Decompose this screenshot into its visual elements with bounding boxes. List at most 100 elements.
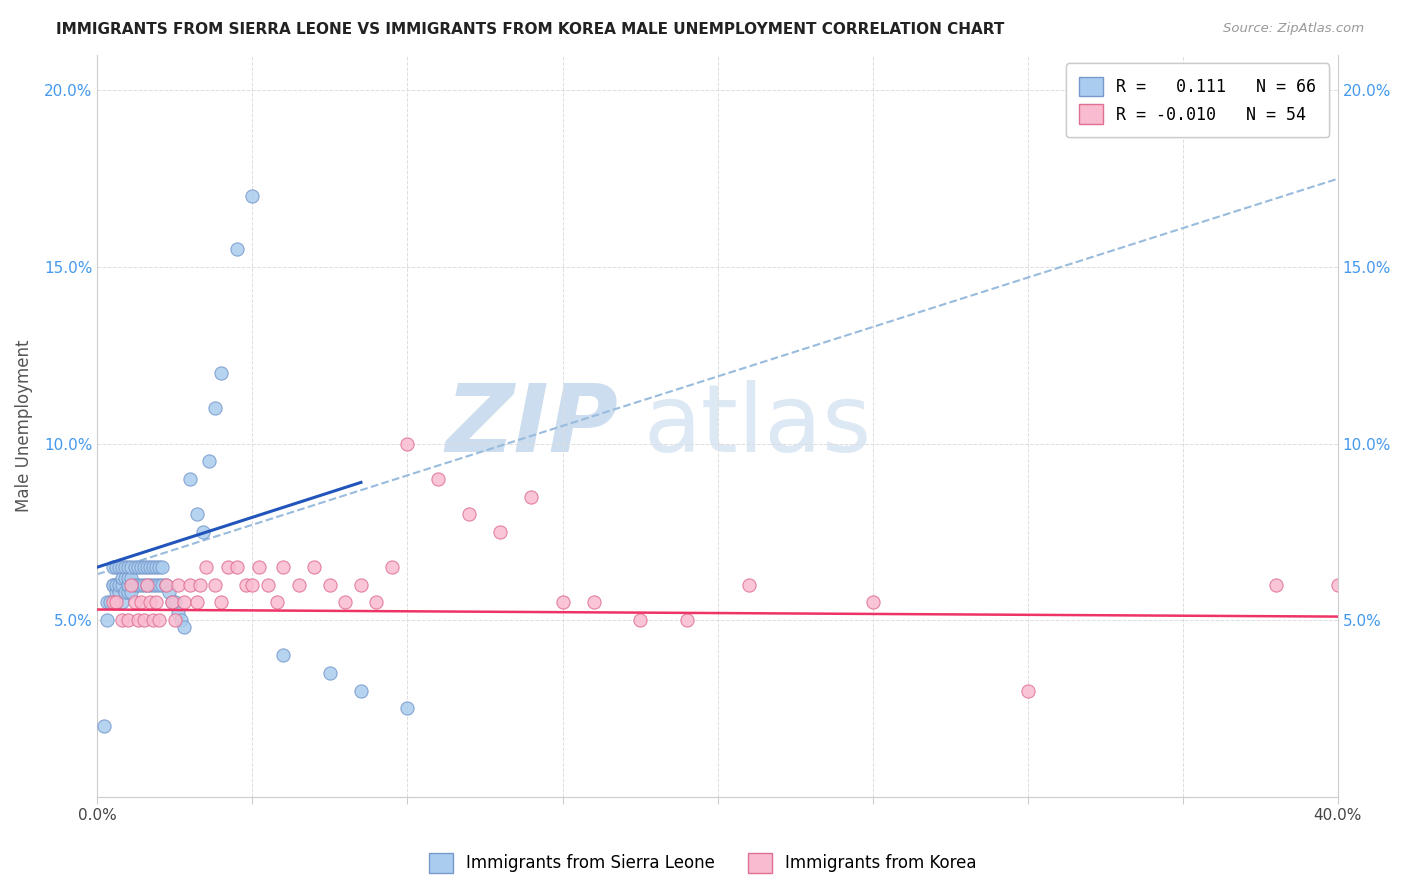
Point: [396, 701, 419, 715]
Point: [120, 578, 142, 592]
Point: [209, 366, 232, 380]
Point: [117, 571, 139, 585]
Point: [142, 613, 165, 627]
Point: [217, 560, 239, 574]
Point: [108, 560, 131, 574]
Point: [114, 560, 136, 574]
Point: [120, 560, 142, 574]
Point: [136, 578, 159, 592]
Point: [120, 585, 142, 599]
Point: [257, 578, 280, 592]
Point: [145, 560, 167, 574]
Point: [319, 666, 342, 681]
Point: [191, 524, 214, 539]
Point: [1017, 683, 1039, 698]
Text: atlas: atlas: [643, 380, 872, 472]
Point: [160, 595, 183, 609]
Point: [111, 578, 134, 592]
Point: [1326, 578, 1348, 592]
Text: Source: ZipAtlas.com: Source: ZipAtlas.com: [1223, 22, 1364, 36]
Point: [114, 571, 136, 585]
Point: [136, 578, 159, 592]
Point: [335, 595, 357, 609]
Point: [104, 578, 127, 592]
Point: [173, 620, 195, 634]
Y-axis label: Male Unemployment: Male Unemployment: [15, 340, 32, 512]
Point: [139, 578, 162, 592]
Point: [396, 436, 419, 450]
Text: ZIP: ZIP: [446, 380, 619, 472]
Point: [129, 595, 152, 609]
Point: [145, 595, 167, 609]
Point: [124, 560, 146, 574]
Point: [155, 578, 177, 592]
Legend: Immigrants from Sierra Leone, Immigrants from Korea: Immigrants from Sierra Leone, Immigrants…: [423, 847, 983, 880]
Point: [139, 560, 162, 574]
Point: [198, 454, 221, 468]
Point: [204, 401, 226, 416]
Point: [167, 578, 190, 592]
Point: [101, 578, 124, 592]
Point: [120, 571, 142, 585]
Point: [117, 585, 139, 599]
Point: [117, 578, 139, 592]
Point: [628, 613, 651, 627]
Point: [381, 560, 404, 574]
Point: [142, 560, 165, 574]
Point: [101, 595, 124, 609]
Point: [98, 595, 121, 609]
Point: [114, 585, 136, 599]
Point: [101, 560, 124, 574]
Point: [148, 560, 170, 574]
Point: [242, 189, 264, 203]
Point: [170, 613, 193, 627]
Point: [142, 578, 165, 592]
Point: [111, 571, 134, 585]
Point: [188, 578, 211, 592]
Point: [194, 560, 217, 574]
Point: [111, 595, 134, 609]
Point: [167, 606, 190, 620]
Point: [96, 613, 118, 627]
Point: [136, 560, 159, 574]
Point: [582, 595, 605, 609]
Point: [235, 578, 257, 592]
Point: [179, 578, 201, 592]
Point: [148, 578, 170, 592]
Point: [160, 595, 183, 609]
Point: [111, 613, 134, 627]
Point: [124, 578, 146, 592]
Point: [520, 490, 543, 504]
Point: [129, 578, 152, 592]
Point: [93, 719, 115, 733]
Point: [117, 560, 139, 574]
Point: [350, 683, 373, 698]
Point: [862, 595, 884, 609]
Point: [127, 560, 149, 574]
Point: [186, 595, 208, 609]
Point: [163, 595, 186, 609]
Point: [111, 560, 134, 574]
Point: [132, 578, 155, 592]
Point: [104, 595, 127, 609]
Point: [152, 578, 174, 592]
Point: [173, 595, 195, 609]
Point: [737, 578, 759, 592]
Point: [139, 595, 162, 609]
Point: [266, 595, 288, 609]
Point: [152, 560, 174, 574]
Point: [366, 595, 388, 609]
Point: [304, 560, 326, 574]
Point: [148, 613, 170, 627]
Point: [129, 560, 152, 574]
Point: [117, 613, 139, 627]
Point: [155, 578, 177, 592]
Point: [204, 578, 226, 592]
Point: [319, 578, 342, 592]
Point: [132, 560, 155, 574]
Point: [675, 613, 697, 627]
Point: [1264, 578, 1286, 592]
Point: [157, 585, 180, 599]
Point: [127, 578, 149, 592]
Point: [489, 524, 512, 539]
